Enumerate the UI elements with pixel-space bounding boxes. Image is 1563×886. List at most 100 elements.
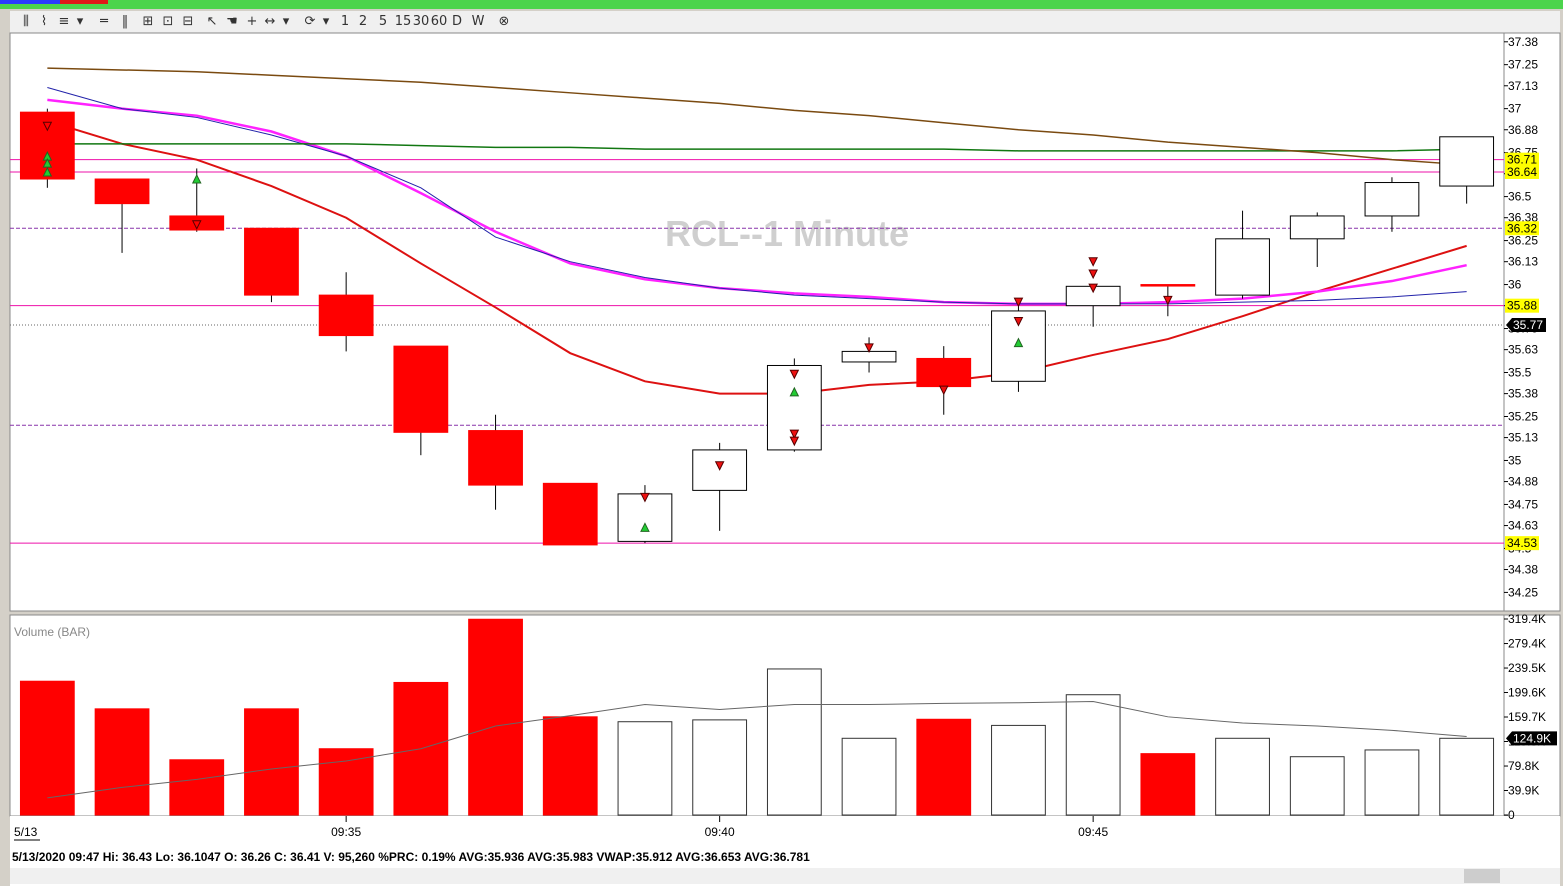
candle-19 [1439,136,1495,204]
level-tag [1505,536,1539,551]
price-tick-label: 37.38 [1508,35,1538,49]
price-tick-label: 34.38 [1508,563,1538,577]
time-tick-label: 09:40 [705,825,735,839]
price-tick-label: 35.13 [1508,431,1538,445]
interval-d[interactable]: D [451,14,462,29]
zoom-fit-icon[interactable]: ⊞ [142,14,154,29]
interval-60[interactable]: 60 [430,14,448,29]
window-accent-blue [0,0,60,4]
sma-brown-line [47,67,1467,166]
interval-15[interactable]: 15 [394,14,412,29]
bar-style-icon[interactable]: ⫼ [23,14,29,29]
dropdown-icon[interactable]: ▾ [76,14,84,29]
price-tick-label: 37 [1508,102,1522,116]
date-label: 5/13 [14,825,38,839]
signal-marker-down-red [864,343,874,354]
interval-5[interactable]: 5 [378,14,388,29]
volume-tick-label: 39.9K [1508,784,1539,798]
level-tag-label: 34.53 [1507,536,1537,550]
hand-icon[interactable]: ☚ [226,14,238,29]
vwap-blue-line [47,87,1467,305]
candle-body [542,482,598,546]
signal-marker-up-green [1013,337,1024,348]
volume-tick-label: 0 [1508,808,1515,822]
pointer-icon[interactable]: ↖ [206,14,218,29]
signal-marker-down-red [1088,269,1098,280]
window-accent-red [60,0,108,4]
volume-bar-19 [1439,737,1495,816]
candle-body [1289,215,1345,240]
chart-toolbar: ⫼ ⌇ ≡ ▾ ═ ‖ ⊞ ⊡ ⊟ ↖ ☚ + ↔ ▾ ⟳ ▾ 1 2 5 15 30 60 D W ⊗ [10,11,1560,33]
volume-bar-6 [468,618,523,816]
price-tick-label: 35 [1508,453,1522,467]
current-price-tag [1506,318,1546,333]
price-tick-label: 35.5 [1508,366,1532,380]
volume-tick-label: 159.7K [1508,710,1546,724]
signal-marker-down-red [1013,297,1024,308]
signal-marker-up-green [191,173,202,184]
price-tick-label: 36.25 [1508,234,1538,248]
scrollbar-thumb[interactable] [1464,869,1500,883]
interval-1[interactable]: 1 [340,14,350,29]
signal-marker-down-red [1163,295,1173,306]
volume-bar-12 [916,718,972,816]
signal-marker-down-red [714,461,725,471]
candle-7 [542,482,598,546]
current-volume-tag [1506,731,1557,746]
price-tick-label: 36.13 [1508,255,1538,269]
scrollbar-track [10,868,1560,884]
volume-bar-3 [244,708,299,816]
close-chart-icon[interactable]: ⊗ [498,14,510,29]
interval-w[interactable]: W [471,14,485,29]
signal-marker-down-red [1088,283,1098,294]
price-tick-label: 35.63 [1508,343,1538,357]
volume-bar-0 [19,680,75,816]
candle-18 [1364,177,1420,232]
minus-icon[interactable]: ═ [100,14,108,29]
window-border [0,0,1563,9]
signal-marker-up-green [640,522,650,532]
dropdown-icon-2[interactable]: ▾ [282,14,290,29]
price-tick-label: 34.63 [1508,519,1538,533]
interval-2[interactable]: 2 [358,14,368,29]
indicator-menu-icon[interactable]: ≡ [58,14,70,29]
volume-tick-label: 199.6K [1508,686,1546,700]
candle-2 [169,168,225,232]
price-tick-label: 36.88 [1508,123,1538,137]
candle-body [94,178,150,205]
volume-average-line [47,700,1467,799]
candle-body [318,294,374,337]
zoom-out-icon[interactable]: ⊟ [182,14,194,29]
level-tag [1505,221,1539,236]
signal-marker-down-outline [191,220,202,230]
price-tick-label: 35.38 [1508,387,1538,401]
candle-12 [916,346,972,415]
price-tick-label: 36 [1508,278,1522,292]
volume-bar-11 [841,737,897,816]
refresh-icon[interactable]: ⟳ [304,14,316,29]
level-tag-label: 36.64 [1507,165,1537,179]
volume-bar-1 [94,708,150,816]
interval-30[interactable]: 30 [412,14,430,29]
volume-bar-17 [1289,756,1345,816]
candle-body [1140,284,1196,287]
dropdown-icon-3[interactable]: ▾ [322,14,330,29]
candle-body [916,357,972,388]
volume-tick-label: 79.8K [1508,759,1539,773]
price-tick-label: 34.25 [1508,585,1538,599]
ema-red-line [47,120,1467,395]
candle-body [169,215,225,231]
price-tick-label: 36.5 [1508,190,1532,204]
status-line: 5/13/2020 09:47 Hi: 36.43 Lo: 36.1047 O:… [12,850,810,864]
pause-icon[interactable]: ‖ [121,14,129,29]
zoom-in-icon[interactable]: ⊡ [162,14,174,29]
candle-body [468,430,523,486]
volume-bar-10 [766,668,822,816]
measure-icon[interactable]: ↔ [264,14,276,29]
signal-marker-down-red [1088,257,1098,267]
crosshair-icon[interactable]: + [246,14,258,29]
line-style-icon[interactable]: ⌇ [40,14,48,29]
volume-bar-13 [991,724,1046,816]
